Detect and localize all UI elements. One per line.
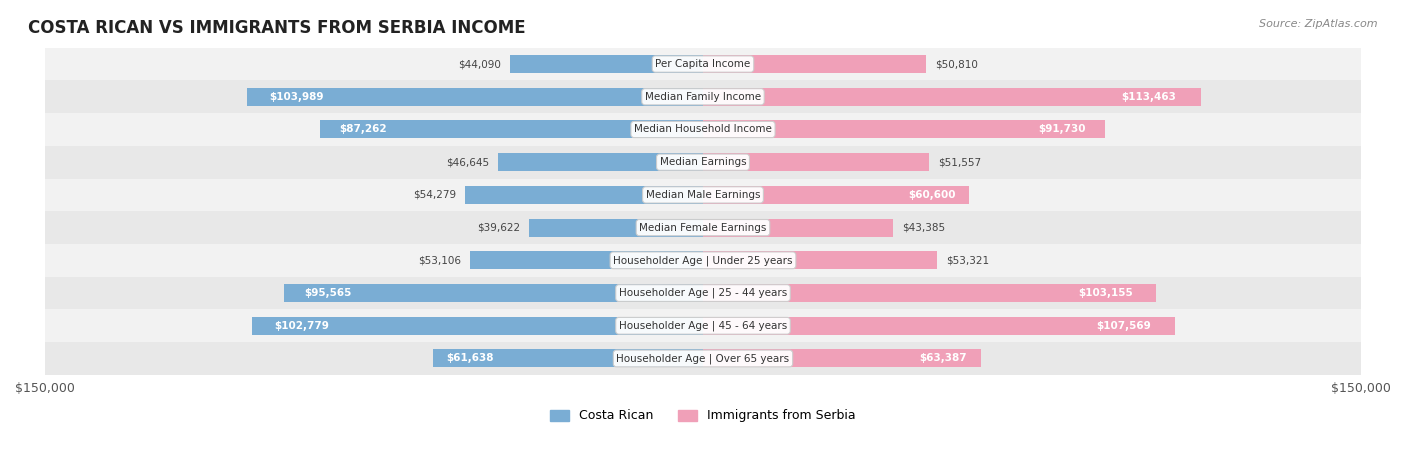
Bar bbox=[45, 113, 1361, 146]
Text: Median Family Income: Median Family Income bbox=[645, 92, 761, 102]
Text: $113,463: $113,463 bbox=[1121, 92, 1175, 102]
Bar bbox=[45, 178, 1361, 211]
Bar bbox=[247, 88, 703, 106]
Text: Householder Age | 25 - 44 years: Householder Age | 25 - 44 years bbox=[619, 288, 787, 298]
Text: $39,622: $39,622 bbox=[477, 223, 520, 233]
Bar bbox=[529, 219, 703, 237]
Bar bbox=[509, 55, 703, 73]
Bar bbox=[703, 120, 1105, 139]
Text: $61,638: $61,638 bbox=[446, 354, 494, 363]
Bar bbox=[321, 120, 703, 139]
Text: $91,730: $91,730 bbox=[1038, 125, 1085, 134]
Bar bbox=[703, 251, 936, 269]
Bar bbox=[470, 251, 703, 269]
Text: Median Female Earnings: Median Female Earnings bbox=[640, 223, 766, 233]
Bar bbox=[45, 80, 1361, 113]
Bar bbox=[45, 244, 1361, 277]
Bar bbox=[45, 146, 1361, 178]
Text: $53,106: $53,106 bbox=[418, 255, 461, 265]
Bar bbox=[498, 153, 703, 171]
Bar bbox=[703, 284, 1156, 302]
Bar bbox=[703, 153, 929, 171]
Text: $87,262: $87,262 bbox=[339, 125, 387, 134]
Text: $63,387: $63,387 bbox=[920, 354, 967, 363]
Bar bbox=[703, 186, 969, 204]
Bar bbox=[45, 48, 1361, 80]
Text: Householder Age | Under 25 years: Householder Age | Under 25 years bbox=[613, 255, 793, 266]
Text: $60,600: $60,600 bbox=[908, 190, 956, 200]
Text: $103,155: $103,155 bbox=[1078, 288, 1133, 298]
Text: $107,569: $107,569 bbox=[1097, 321, 1152, 331]
Text: COSTA RICAN VS IMMIGRANTS FROM SERBIA INCOME: COSTA RICAN VS IMMIGRANTS FROM SERBIA IN… bbox=[28, 19, 526, 37]
Bar bbox=[465, 186, 703, 204]
Bar bbox=[45, 342, 1361, 375]
Bar bbox=[703, 88, 1201, 106]
Text: $43,385: $43,385 bbox=[903, 223, 945, 233]
Text: Householder Age | Over 65 years: Householder Age | Over 65 years bbox=[616, 353, 790, 364]
Text: $51,557: $51,557 bbox=[938, 157, 981, 167]
Bar bbox=[284, 284, 703, 302]
Text: Per Capita Income: Per Capita Income bbox=[655, 59, 751, 69]
Bar bbox=[45, 211, 1361, 244]
Bar bbox=[252, 317, 703, 335]
Bar bbox=[703, 55, 927, 73]
Text: Median Earnings: Median Earnings bbox=[659, 157, 747, 167]
Text: $50,810: $50,810 bbox=[935, 59, 977, 69]
Bar bbox=[45, 277, 1361, 310]
Text: Median Male Earnings: Median Male Earnings bbox=[645, 190, 761, 200]
Text: $46,645: $46,645 bbox=[447, 157, 489, 167]
Text: Median Household Income: Median Household Income bbox=[634, 125, 772, 134]
Bar bbox=[45, 310, 1361, 342]
Text: $95,565: $95,565 bbox=[305, 288, 352, 298]
Bar bbox=[703, 219, 893, 237]
Text: Householder Age | 45 - 64 years: Householder Age | 45 - 64 years bbox=[619, 320, 787, 331]
Text: $103,989: $103,989 bbox=[270, 92, 325, 102]
Bar bbox=[703, 349, 981, 368]
Legend: Costa Rican, Immigrants from Serbia: Costa Rican, Immigrants from Serbia bbox=[546, 404, 860, 427]
Bar bbox=[703, 317, 1175, 335]
Text: $102,779: $102,779 bbox=[274, 321, 329, 331]
Text: Source: ZipAtlas.com: Source: ZipAtlas.com bbox=[1260, 19, 1378, 28]
Text: $53,321: $53,321 bbox=[946, 255, 988, 265]
Text: $44,090: $44,090 bbox=[458, 59, 501, 69]
Bar bbox=[433, 349, 703, 368]
Text: $54,279: $54,279 bbox=[413, 190, 456, 200]
